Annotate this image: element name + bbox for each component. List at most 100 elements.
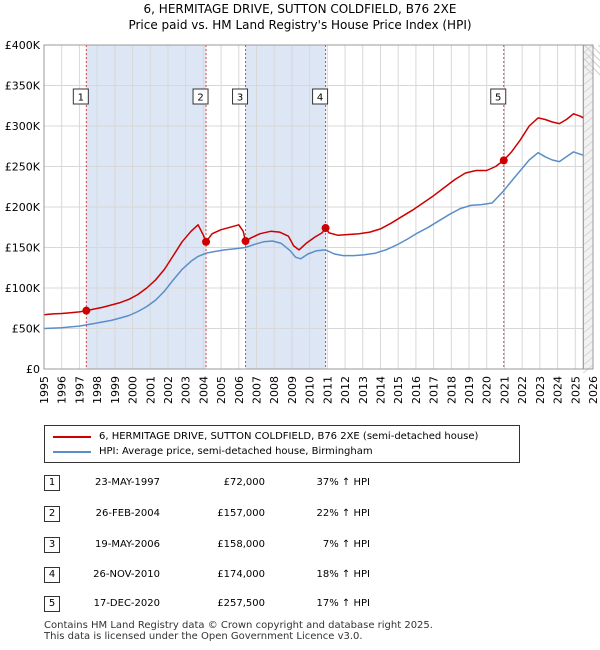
forecast-hatch <box>582 132 594 142</box>
transaction-date: 26-NOV-2010 <box>93 569 160 580</box>
y-tick-label: £200K <box>5 201 41 214</box>
forecast-hatch <box>582 260 594 270</box>
y-tick-label: £350K <box>5 80 41 93</box>
forecast-hatch <box>582 164 594 174</box>
x-tick-label: 2005 <box>215 376 228 404</box>
transaction-hpi-diff: 37% ↑ HPI <box>316 477 370 488</box>
forecast-hatch <box>582 108 594 118</box>
sale-number-label: 1 <box>78 93 84 104</box>
forecast-hatch <box>582 356 594 366</box>
sale-point <box>82 306 91 315</box>
transaction-row: 1 23-MAY-1997 £72,000 37% ↑ HPI <box>0 475 600 491</box>
footer-licence: This data is licensed under the Open Gov… <box>44 631 363 642</box>
footer-copyright: Contains HM Land Registry data © Crown c… <box>44 620 433 631</box>
forecast-hatch <box>582 116 594 126</box>
x-tick-label: 2023 <box>534 376 547 404</box>
transaction-date: 17-DEC-2020 <box>93 598 160 609</box>
transaction-price: £174,000 <box>217 569 265 580</box>
forecast-hatch <box>582 140 594 150</box>
forecast-hatch <box>582 68 594 78</box>
sale-point <box>321 224 330 233</box>
forecast-hatch <box>582 50 600 69</box>
x-tick-label: 1996 <box>56 376 69 404</box>
transaction-number: 1 <box>44 475 60 491</box>
forecast-hatch <box>582 252 594 262</box>
forecast-hatch <box>582 348 594 358</box>
legend-swatch-property <box>53 436 91 438</box>
x-tick-label: 2004 <box>197 376 210 404</box>
forecast-hatch <box>582 332 594 342</box>
sale-number-label: 5 <box>495 93 501 104</box>
y-tick-label: £150K <box>5 242 41 255</box>
x-tick-label: 2009 <box>286 376 299 404</box>
sale-number-label: 4 <box>317 93 323 104</box>
x-tick-label: 2011 <box>321 376 334 404</box>
transaction-row: 2 26-FEB-2004 £157,000 22% ↑ HPI <box>0 506 600 522</box>
forecast-hatch <box>582 316 594 326</box>
x-tick-label: 2020 <box>481 376 494 404</box>
transaction-row: 3 19-MAY-2006 £158,000 7% ↑ HPI <box>0 537 600 553</box>
x-tick-label: 2022 <box>516 376 529 404</box>
forecast-hatch <box>582 268 594 278</box>
legend-label-hpi: HPI: Average price, semi-detached house,… <box>99 446 373 457</box>
forecast-hatch <box>582 244 594 254</box>
sale-number-label: 3 <box>237 93 243 104</box>
forecast-hatch <box>582 308 594 318</box>
transaction-price: £72,000 <box>223 477 265 488</box>
transaction-row: 5 17-DEC-2020 £257,500 17% ↑ HPI <box>0 596 600 612</box>
x-tick-label: 2024 <box>552 376 565 404</box>
forecast-hatch <box>582 292 594 302</box>
x-tick-label: 2002 <box>162 376 175 404</box>
x-tick-label: 1999 <box>109 376 122 404</box>
sale-number-box <box>490 88 507 105</box>
x-tick-label: 2001 <box>144 376 157 404</box>
transaction-date: 19-MAY-2006 <box>94 539 160 550</box>
y-tick-label: £50K <box>12 323 41 336</box>
forecast-hatch <box>582 148 594 158</box>
transaction-hpi-diff: 17% ↑ HPI <box>316 598 370 609</box>
x-tick-label: 1995 <box>38 376 51 404</box>
x-tick-label: 2017 <box>428 376 441 404</box>
forecast-hatch <box>582 300 594 310</box>
x-tick-label: 2014 <box>374 376 387 404</box>
transaction-hpi-diff: 7% ↑ HPI <box>322 539 370 550</box>
y-tick-label: £300K <box>5 120 41 133</box>
transaction-number: 5 <box>44 596 60 612</box>
sale-number-box <box>232 88 249 105</box>
x-tick-label: 2019 <box>463 376 476 404</box>
x-tick-label: 1997 <box>73 376 86 404</box>
plot-frame <box>43 44 594 370</box>
transaction-hpi-diff: 22% ↑ HPI <box>316 508 370 519</box>
transaction-price: £257,500 <box>217 598 265 609</box>
sale-number-box <box>312 88 329 105</box>
sale-point <box>241 237 250 246</box>
forecast-hatch <box>590 44 600 55</box>
y-tick-label: £100K <box>5 282 41 295</box>
sale-number-box <box>192 88 209 105</box>
transaction-number: 4 <box>44 567 60 583</box>
x-tick-label: 2021 <box>498 376 511 404</box>
sale-point <box>202 237 211 246</box>
y-tick-label: £0 <box>26 363 40 376</box>
y-tick-label: £400K <box>5 39 41 52</box>
forecast-hatch <box>582 57 600 76</box>
forecast-hatch <box>582 228 594 238</box>
forecast-hatch <box>582 212 594 222</box>
legend-label-property: 6, HERMITAGE DRIVE, SUTTON COLDFIELD, B7… <box>99 431 479 442</box>
legend-swatch-hpi <box>53 451 91 453</box>
forecast-hatch <box>582 276 594 286</box>
transaction-number: 3 <box>44 537 60 553</box>
x-tick-label: 2026 <box>587 376 600 404</box>
y-tick-label: £250K <box>5 161 41 174</box>
forecast-hatch <box>582 44 594 54</box>
transaction-price: £158,000 <box>217 539 265 550</box>
forecast-hatch <box>582 156 594 166</box>
transaction-date: 23-MAY-1997 <box>94 477 160 488</box>
x-tick-label: 2010 <box>304 376 317 404</box>
forecast-hatch <box>582 188 594 198</box>
forecast-hatch <box>582 124 594 134</box>
forecast-hatch <box>582 180 594 190</box>
x-tick-label: 2013 <box>357 376 370 404</box>
transaction-hpi-diff: 18% ↑ HPI <box>316 569 370 580</box>
forecast-hatch <box>582 284 594 294</box>
